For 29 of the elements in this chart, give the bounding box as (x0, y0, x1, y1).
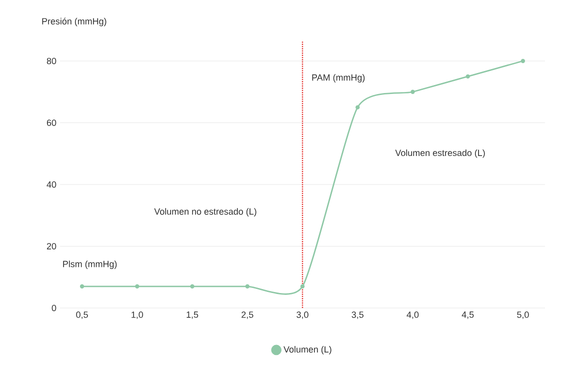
y-tick-label: 80 (46, 58, 56, 64)
annotation: Volumen estresado (L) (395, 149, 485, 158)
y-axis-title: Presión (mmHg) (42, 18, 106, 26)
point (466, 74, 470, 79)
annotation: Volumen no estresado (L) (154, 208, 256, 216)
y-tick-label: 60 (46, 120, 56, 126)
point (520, 58, 526, 64)
legend-label: Volumen (L) (284, 346, 332, 354)
x-tick-label: 4,5 (462, 312, 474, 319)
point (356, 105, 360, 110)
point (410, 90, 415, 94)
x-tick-label: 1,5 (186, 312, 198, 319)
x-tick-label: 3,5 (352, 312, 364, 319)
x-tick-label: 5,0 (517, 312, 529, 319)
x-tick-label: 3,0 (296, 312, 308, 319)
annotation: Plsm (mmHg) (63, 260, 117, 269)
point (80, 284, 84, 288)
x-tick-label: 2,5 (242, 312, 254, 319)
y-tick-label: 20 (46, 243, 56, 250)
y-tick-label: 0 (52, 304, 56, 312)
point (300, 284, 305, 288)
x-tick-label: 4,0 (406, 312, 419, 319)
ref-line-label: PAM (mmHg) (312, 74, 365, 82)
x-tick-label: 0,5 (76, 312, 88, 319)
x-tick-label: 1,0 (132, 312, 144, 319)
point (190, 284, 194, 288)
y-tick-label: 40 (46, 181, 56, 188)
point (135, 284, 140, 288)
point (245, 284, 250, 288)
